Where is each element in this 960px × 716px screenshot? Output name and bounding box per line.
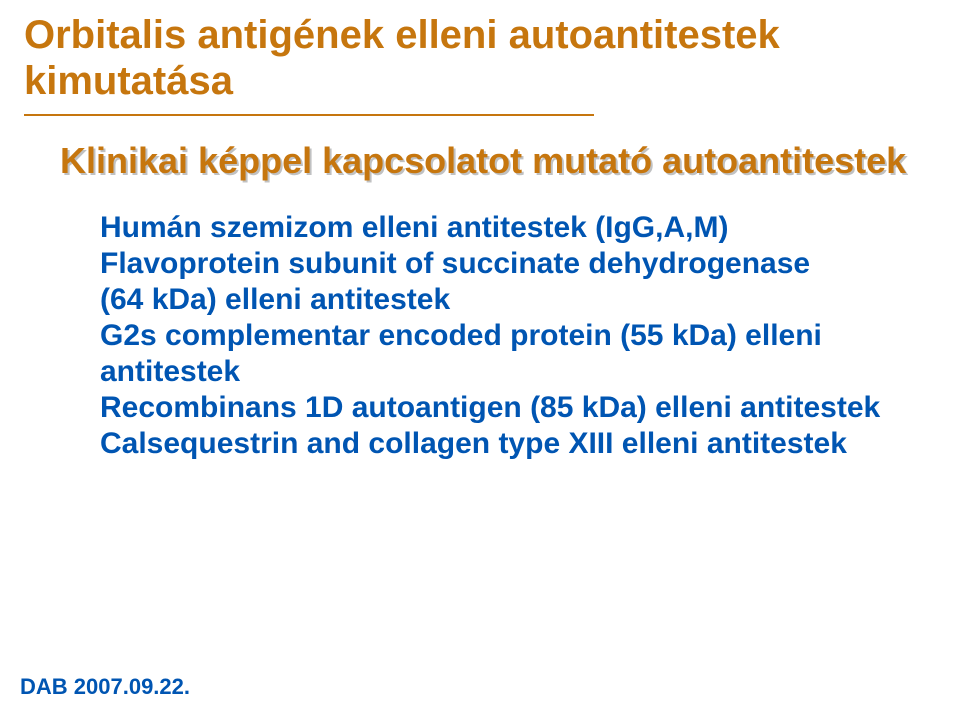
body-paragraph-5: Calsequestrin and collagen type XIII ell… xyxy=(60,426,900,462)
slide-body: Humán szemizom elleni antitestek (IgG,A,… xyxy=(60,210,900,462)
title-underline xyxy=(24,114,594,116)
body-paragraph-2-line2: (64 kDa) elleni antitestek xyxy=(60,282,900,318)
body-paragraph-3-line2: antitestek xyxy=(60,354,900,390)
slide-subtitle: Klinikai képpel kapcsolatot mutató autoa… xyxy=(60,140,906,182)
body-paragraph-4: Recombinans 1D autoantigen (85 kDa) elle… xyxy=(60,390,900,426)
body-paragraph-1: Humán szemizom elleni antitestek (IgG,A,… xyxy=(60,210,900,246)
slide: Orbitalis antigének elleni autoantiteste… xyxy=(0,0,960,716)
slide-footer: DAB 2007.09.22. xyxy=(20,674,190,700)
body-paragraph-3-line1: G2s complementar encoded protein (55 kDa… xyxy=(60,318,900,354)
slide-title: Orbitalis antigének elleni autoantiteste… xyxy=(24,12,920,104)
body-paragraph-2-line1: Flavoprotein subunit of succinate dehydr… xyxy=(60,246,900,282)
